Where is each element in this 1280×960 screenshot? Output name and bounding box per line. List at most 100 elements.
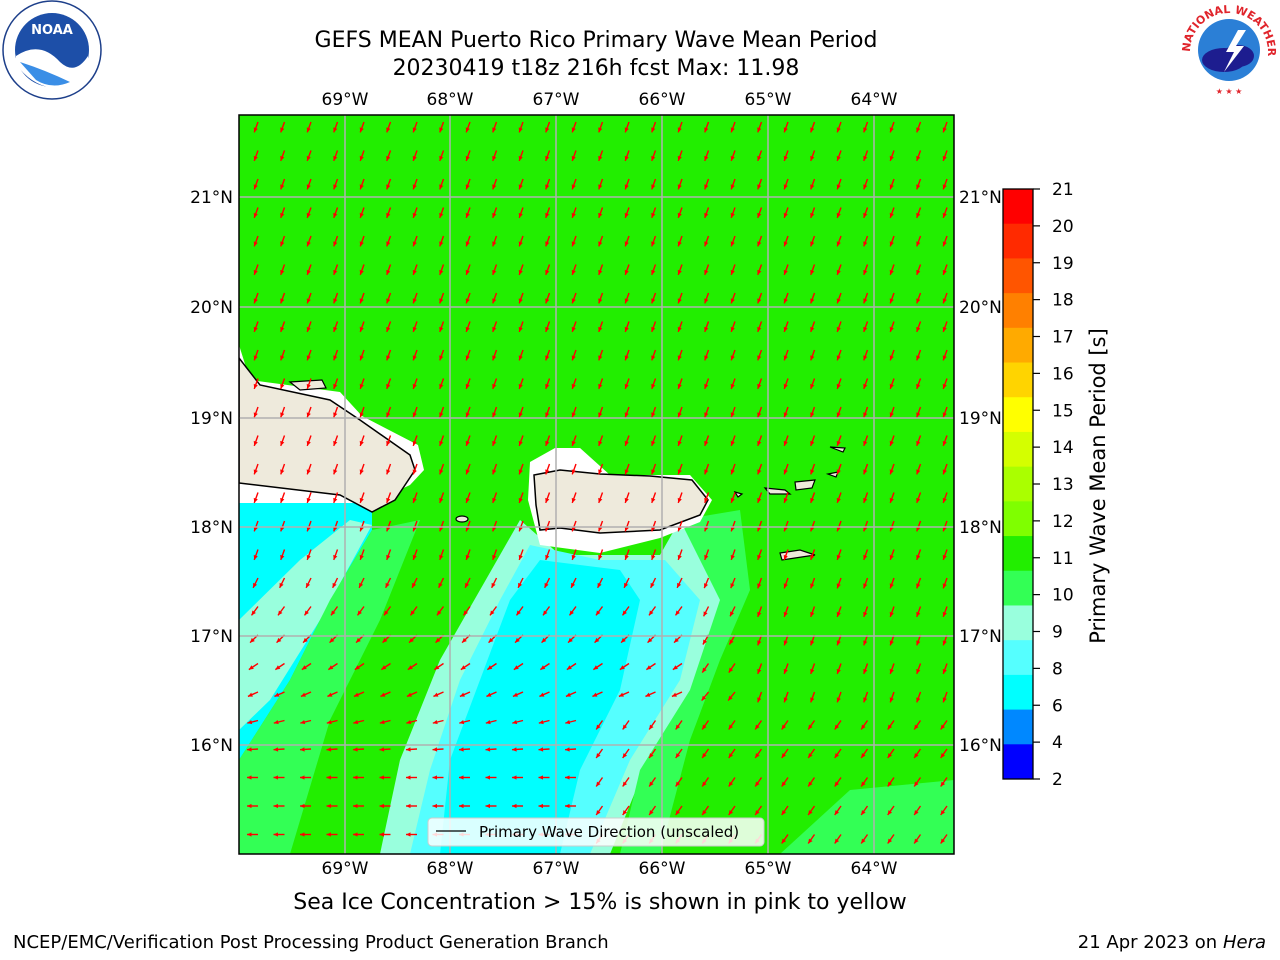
wave-arrow-head <box>598 298 603 304</box>
wave-arrow-head <box>382 637 388 643</box>
wave-arrow-head <box>516 610 521 616</box>
wave-arrow-head <box>729 639 734 645</box>
wave-arrow-head <box>540 665 546 670</box>
wave-arrow-head <box>651 497 656 503</box>
lat-labels-right: 21°N 20°N 19°N 18°N 17°N 16°N <box>959 188 1002 756</box>
wave-arrow-head <box>861 724 866 730</box>
wave-arrow-head <box>492 355 497 361</box>
wave-arrow-head <box>280 412 285 418</box>
wave-arrow-head <box>677 412 682 418</box>
wave-arrow-head <box>757 269 762 275</box>
wave-arrow-head <box>651 469 656 475</box>
wave-arrow-head <box>916 127 921 133</box>
wave-arrow-head <box>730 440 735 446</box>
wave-arrow-head <box>463 610 468 616</box>
wave-arrow-head <box>836 697 841 703</box>
wave-arrow-head <box>492 497 497 503</box>
wave-arrow-head <box>730 212 735 218</box>
wave-arrow-head <box>485 747 491 752</box>
wave-arrow-head <box>651 241 656 247</box>
wave-arrow-head <box>333 298 338 304</box>
wave-arrow-head <box>571 383 576 389</box>
wave-arrow-head <box>279 582 284 588</box>
wave-arrow-head <box>889 184 894 190</box>
wave-arrow-head <box>624 184 629 190</box>
wave-arrow-head <box>333 269 338 275</box>
lat-labels-left: 21°N 20°N 19°N 18°N 17°N 16°N <box>190 188 233 756</box>
wave-arrow-head <box>359 212 364 218</box>
wave-arrow-head <box>545 554 550 560</box>
wave-arrow-head <box>942 611 947 617</box>
wave-arrow-head <box>465 412 470 418</box>
wave-arrow-head <box>834 838 840 844</box>
wave-arrow-head <box>326 775 332 780</box>
wave-arrow-head <box>492 269 497 275</box>
wave-arrow-head <box>386 469 391 475</box>
wave-arrow-head <box>889 668 894 674</box>
wave-arrow-head <box>545 326 550 332</box>
wave-arrow-head <box>439 184 444 190</box>
wave-arrow-head <box>942 640 947 646</box>
wave-arrow-head <box>757 241 762 247</box>
wave-arrow-head <box>300 747 305 752</box>
wave-arrow-head <box>386 155 391 161</box>
wave-arrow-head <box>730 554 735 560</box>
wave-arrow-head <box>704 127 709 133</box>
wave-arrow-head <box>385 582 390 588</box>
wave-arrow-head <box>598 184 603 190</box>
wave-arrow-head <box>783 697 788 703</box>
wave-arrow-head <box>677 184 682 190</box>
wave-arrow-head <box>439 212 444 218</box>
wave-arrow-head <box>247 692 253 697</box>
wave-arrow-head <box>571 155 576 161</box>
wave-arrow-head <box>596 724 601 730</box>
wave-arrow-head <box>491 582 496 588</box>
wave-arrow-head <box>836 355 841 361</box>
wave-arrow-head <box>353 747 358 752</box>
wave-arrow-head <box>439 127 444 133</box>
wave-arrow-head <box>730 383 735 389</box>
wave-arrow-head <box>728 810 734 816</box>
wave-arrow <box>970 151 974 161</box>
wave-arrow-head <box>704 355 709 361</box>
wave-arrow-head <box>386 241 391 247</box>
wave-arrow-head <box>836 412 841 418</box>
wave-arrow-head <box>942 469 947 475</box>
wave-arrow-head <box>783 355 788 361</box>
wave-direction-arrows <box>246 121 974 844</box>
wave-arrow-head <box>512 692 518 697</box>
wave-arrow-head <box>280 241 285 247</box>
chart-subtitle: 20230419 t18z 216h fcst Max: 11.98 <box>392 56 800 81</box>
wave-arrow-head <box>485 719 491 725</box>
wave-arrow-head <box>651 155 656 161</box>
svg-text:17°N: 17°N <box>190 627 233 647</box>
wave-arrow-head <box>280 155 285 161</box>
wave-arrow-head <box>916 554 921 560</box>
wave-arrow-head <box>969 213 973 218</box>
wave-arrow-head <box>651 269 656 275</box>
wave-arrow-head <box>677 440 682 446</box>
wave-arrow-head <box>810 469 815 475</box>
wave-arrow-head <box>808 781 813 787</box>
wave-arrow-head <box>863 497 868 503</box>
wave-arrow-head <box>571 241 576 247</box>
wave-arrow-head <box>333 355 338 361</box>
wave-arrow-head <box>273 719 279 725</box>
wave-arrow-head <box>326 747 332 752</box>
svg-text:16°N: 16°N <box>190 736 233 756</box>
wave-arrow-head <box>485 803 491 809</box>
wave-arrow-head <box>439 269 444 275</box>
wave-arrow-head <box>622 753 628 759</box>
wave-arrow-head <box>333 412 338 418</box>
wave-arrow-head <box>386 127 391 133</box>
wave-arrow-head <box>942 412 947 418</box>
wave-arrow-head <box>359 412 364 418</box>
wave-arrow-head <box>515 637 520 643</box>
noaa-logo: NOAA <box>0 0 104 104</box>
wave-arrow-head <box>704 212 709 218</box>
wave-arrow-head <box>651 383 656 389</box>
wave-arrow-head <box>280 440 285 446</box>
wave-arrow-head <box>704 440 709 446</box>
wave-arrow-head <box>333 440 338 446</box>
wave-arrow-head <box>730 326 735 332</box>
